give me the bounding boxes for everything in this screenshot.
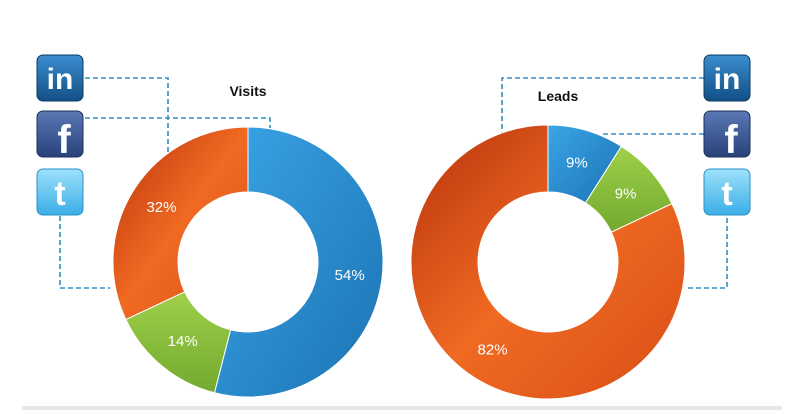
chart-title-visits: Visits [229,83,266,99]
twitter-icon: t [703,168,751,216]
donut-chart-visits: 54% 14% 32% [112,126,384,398]
slice-label-twitter: 82% [478,341,508,358]
connector-twitter-visits [59,216,110,289]
linkedin-icon: in [36,54,84,102]
connector-facebook-visits [85,117,271,128]
bottom-divider [22,406,782,410]
donut-chart-leads: 9% 9% 82% [410,124,686,400]
svg-text:in: in [47,63,74,96]
svg-text:t: t [721,175,732,213]
facebook-icon: f [36,110,84,162]
slice-label-facebook: 9% [615,186,637,203]
slice-label-linkedin: 9% [566,155,588,172]
svg-text:f: f [57,118,71,162]
connector-twitter-leads [686,218,728,289]
icons-left: in f t [36,54,84,216]
linkedin-icon: in [703,54,751,102]
chart-title-leads: Leads [538,88,579,104]
connectors-left [59,77,271,289]
slice-label-twitter: 32% [146,199,176,216]
facebook-icon: f [703,110,751,162]
svg-text:t: t [54,175,65,213]
donut-hole [178,192,318,332]
connector-linkedin-visits [85,77,169,160]
donut-hole [478,192,618,332]
svg-text:in: in [714,63,741,96]
icons-right: in f t [703,54,751,216]
svg-text:f: f [724,118,738,162]
slice-label-linkedin: 54% [335,267,365,284]
slice-label-facebook: 14% [168,333,198,350]
twitter-icon: t [36,168,84,216]
